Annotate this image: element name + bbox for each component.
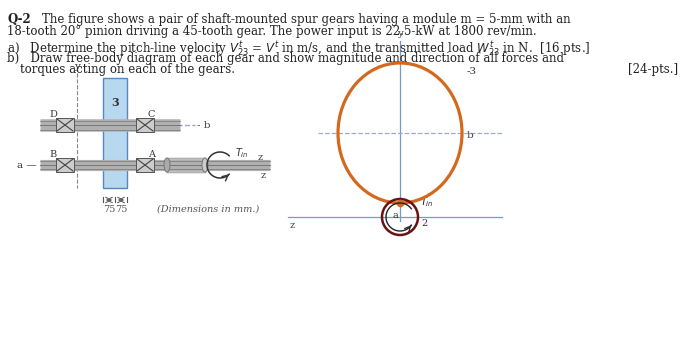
- Bar: [136, 118, 154, 132]
- Text: (Dimensions in mm.): (Dimensions in mm.): [157, 205, 259, 214]
- Text: [24-pts.]: [24-pts.]: [628, 63, 678, 76]
- Text: torques acting on each of the gears.: torques acting on each of the gears.: [20, 63, 235, 76]
- Text: y: y: [74, 62, 80, 71]
- Text: 2: 2: [421, 220, 427, 228]
- Text: -3: -3: [467, 67, 477, 75]
- Text: z: z: [260, 171, 265, 180]
- Bar: [103, 78, 127, 188]
- Text: a: a: [392, 211, 398, 220]
- Text: y: y: [397, 29, 403, 38]
- Text: z: z: [258, 153, 262, 162]
- Text: A: A: [148, 150, 155, 159]
- Text: Q-2: Q-2: [7, 13, 31, 26]
- Text: 75: 75: [103, 205, 116, 214]
- Text: b: b: [467, 130, 474, 140]
- Text: $T_{in}$: $T_{in}$: [235, 146, 248, 160]
- Text: z: z: [290, 221, 295, 230]
- Bar: [136, 158, 154, 172]
- Text: a)   Determine the pitch-line velocity $V^{t}_{23}$ = $V^{t}$ in m/s, and the tr: a) Determine the pitch-line velocity $V^…: [7, 40, 590, 59]
- Text: C: C: [148, 110, 155, 119]
- Text: D: D: [49, 110, 57, 119]
- Text: 18-tooth 20° pinion driving a 45-tooth gear. The power input is 22.5-kW at 1800 : 18-tooth 20° pinion driving a 45-tooth g…: [7, 25, 537, 38]
- Text: 75: 75: [115, 205, 127, 214]
- Text: B: B: [50, 150, 57, 159]
- Text: 2: 2: [111, 163, 118, 172]
- Bar: [56, 158, 74, 172]
- Text: The figure shows a pair of shaft-mounted spur gears having a module m = 5-mm wit: The figure shows a pair of shaft-mounted…: [42, 13, 570, 26]
- Text: $T_{in}$: $T_{in}$: [420, 195, 434, 209]
- Ellipse shape: [164, 158, 170, 172]
- Text: b)   Draw free-body diagram of each gear and show magnitude and direction of all: b) Draw free-body diagram of each gear a…: [7, 52, 564, 65]
- Text: - b: - b: [197, 120, 211, 130]
- Text: a —: a —: [18, 161, 37, 169]
- Text: 3: 3: [111, 97, 119, 108]
- Ellipse shape: [202, 158, 208, 172]
- Bar: [56, 118, 74, 132]
